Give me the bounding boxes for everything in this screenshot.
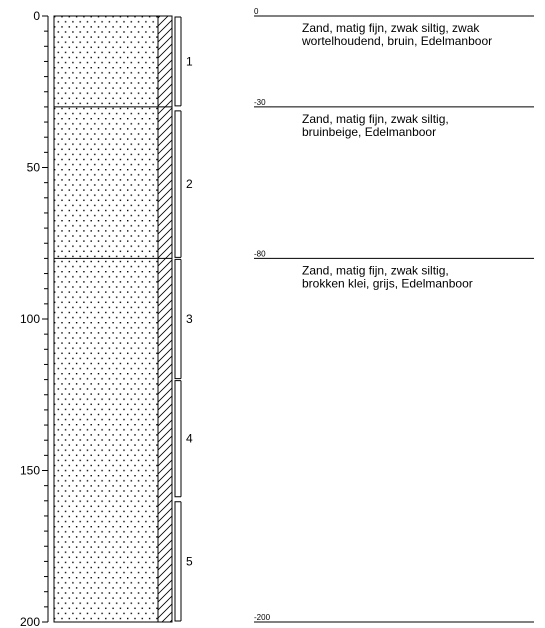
depth-tick-label: 100 <box>20 312 40 326</box>
depth-tick-label: 50 <box>27 161 41 175</box>
sample-bracket <box>174 16 181 107</box>
sample-label: 4 <box>186 432 193 446</box>
layer-top-label: 0 <box>254 7 259 16</box>
layer-description-line: Zand, matig fijn, zwak siltig, <box>302 263 449 277</box>
depth-tick-label: 150 <box>20 464 40 478</box>
casing-hatch <box>158 16 172 622</box>
sample-label: 1 <box>186 54 193 68</box>
sample-bracket <box>174 110 181 258</box>
lithology-column <box>53 15 173 623</box>
sample-label: 3 <box>186 312 193 326</box>
layer-top-label: -30 <box>254 98 266 107</box>
layer-description-line: wortelhoudend, bruin, Edelmanboor <box>301 34 492 48</box>
hatch-outline <box>157 15 173 623</box>
sample-bracket <box>174 501 181 622</box>
layer-description-line: brokken klei, grijs, Edelmanboor <box>302 276 473 290</box>
sample-bracket <box>174 258 181 380</box>
depth-axis: 0 50 100 150 200 <box>20 9 49 628</box>
sample-label: 5 <box>186 554 193 568</box>
layer-description-line: bruinbeige, Edelmanboor <box>302 125 436 139</box>
end-label: -200 <box>254 613 271 622</box>
sample-intervals: 1 2 3 4 5 <box>174 16 193 622</box>
sample-label: 2 <box>186 177 193 191</box>
layer-top-label: -80 <box>254 249 266 258</box>
sand-pattern-fill <box>54 16 158 622</box>
depth-tick-label: 0 <box>33 9 40 23</box>
sample-bracket <box>174 380 181 498</box>
layer-description-line: Zand, matig fijn, zwak siltig, <box>302 112 449 126</box>
layer-description-line: Zand, matig fijn, zwak siltig, zwak <box>302 21 480 35</box>
layer-descriptions: 0 Zand, matig fijn, zwak siltig, zwakwort… <box>254 7 534 623</box>
depth-tick-label: 200 <box>20 615 40 628</box>
